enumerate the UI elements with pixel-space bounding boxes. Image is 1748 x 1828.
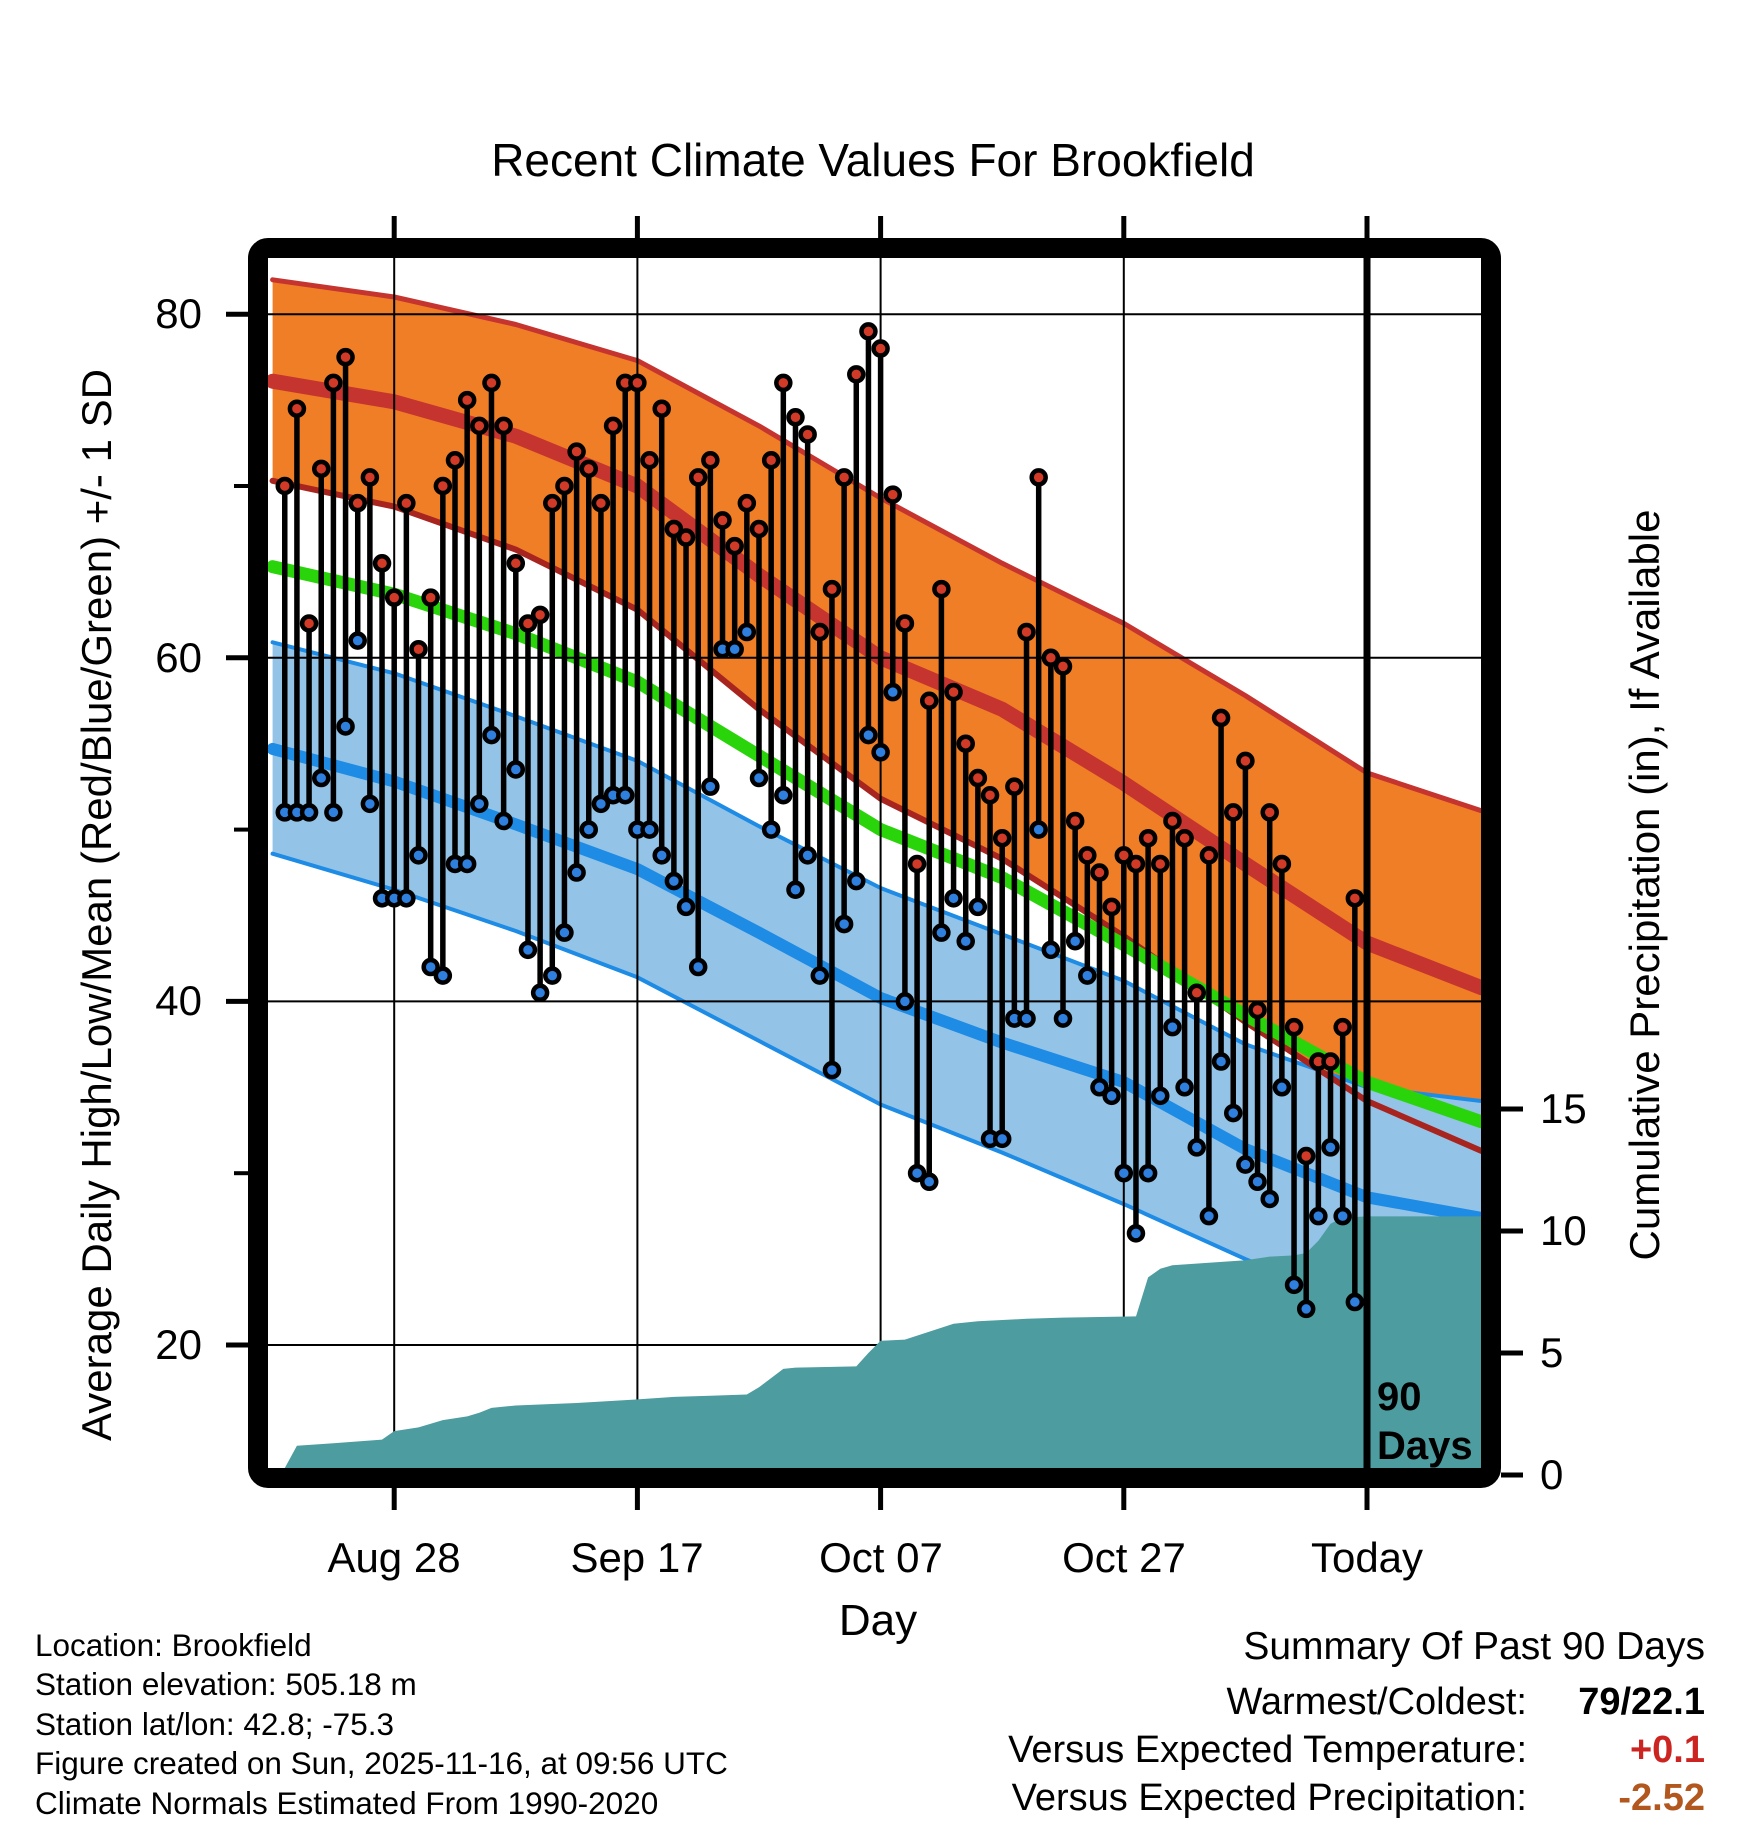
station-metadata: Location: Brookfield Station elevation: … [35,1626,728,1823]
y-left-tick-80: 80 [155,290,202,337]
y-right-axis-label: Cumulative Precipitation (in), If Availa… [1621,509,1668,1261]
x-tick-sep17: Sep 17 [570,1534,704,1581]
summary-value: 79/22.1 [1578,1681,1705,1723]
ninety-days-line2: Days [1377,1424,1473,1468]
summary-label: Versus Expected Temperature: [1008,1729,1527,1771]
summary-row-vs-precipitation: Versus Expected Precipitation: -2.52 [1008,1774,1705,1822]
plot-frame [248,238,1501,1488]
meta-latlon: Station lat/lon: 42.8; -75.3 [35,1705,394,1742]
meta-location: Location: Brookfield [35,1627,312,1663]
y-left-tick-20: 20 [155,1321,202,1368]
page-title: Recent Climate Values For Brookfield [491,134,1255,186]
precip-area [272,1216,1481,1468]
y-left-tick-40: 40 [155,977,202,1024]
summary-title: Summary Of Past 90 Days [1243,1625,1705,1668]
y-right-tick-0: 0 [1540,1451,1564,1498]
y-left-tick-60: 60 [155,634,202,681]
summary-row-vs-temperature: Versus Expected Temperature: +0.1 [1008,1726,1705,1774]
summary-label: Versus Expected Precipitation: [1011,1777,1527,1819]
summary-label: Warmest/Coldest: [1226,1681,1527,1723]
ninety-days-line1: 90 [1377,1375,1422,1419]
meta-normals: Climate Normals Estimated From 1990-2020 [35,1784,659,1821]
x-axis-label: Day [838,1596,918,1645]
ninety-days-annotation: 90 Days [1377,1373,1473,1471]
meta-elevation: Station elevation: 505.18 m [35,1666,417,1703]
summary-row-warmest-coldest: Warmest/Coldest: 79/22.1 [1008,1678,1705,1726]
y-right-tick-10: 10 [1540,1207,1587,1254]
x-tick-today: Today [1310,1534,1424,1581]
summary-value: -2.52 [1618,1777,1705,1819]
summary-value: +0.1 [1629,1729,1705,1771]
x-tick-oct07: Oct 07 [819,1534,943,1581]
y-right-tick-5: 5 [1540,1329,1564,1376]
y-right-tick-15: 15 [1540,1085,1587,1132]
summary-block: Summary Of Past 90 Days Warmest/Coldest:… [1008,1625,1705,1822]
y-left-axis-label: Average Daily High/Low/Mean (Red/Blue/Gr… [73,369,120,1441]
x-tick-aug28: Aug 28 [327,1534,461,1581]
daily-stems [275,322,1365,1319]
x-tick-oct27: Oct 27 [1062,1534,1186,1581]
meta-created: Figure created on Sun, 2025-11-16, at 09… [35,1745,728,1782]
